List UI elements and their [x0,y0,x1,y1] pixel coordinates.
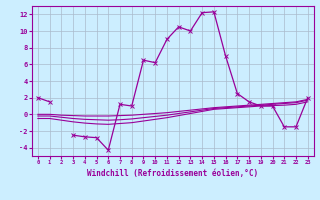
X-axis label: Windchill (Refroidissement éolien,°C): Windchill (Refroidissement éolien,°C) [87,169,258,178]
